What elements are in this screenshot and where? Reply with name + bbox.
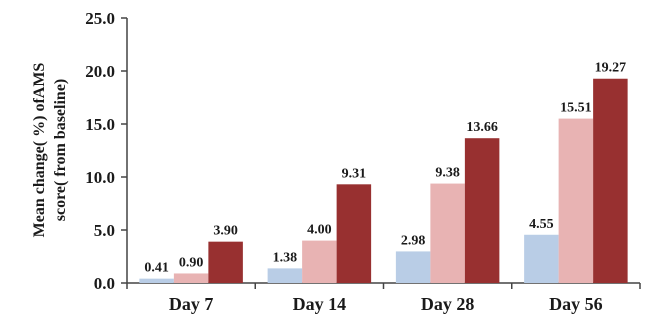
bar [464, 138, 500, 283]
bar [593, 78, 628, 283]
y-tick-label: 0.0 [94, 274, 115, 293]
data-label: 0.90 [179, 255, 204, 270]
data-label: 0.41 [144, 261, 169, 276]
data-label: 4.00 [307, 223, 332, 238]
data-label: 3.90 [213, 224, 238, 239]
data-label: 13.66 [466, 120, 498, 135]
bar [336, 184, 372, 283]
y-axis-title: Mean change( %) ofAMS score( from baseli… [31, 63, 69, 238]
bar [524, 234, 559, 283]
y-tick-label: 20.0 [85, 62, 115, 81]
data-label: 1.38 [273, 250, 298, 265]
y-axis: 0.0 5.0 10.0 15.0 20.0 25.0 [85, 9, 128, 293]
x-tick-label: Day 14 [293, 294, 347, 314]
bar [173, 273, 209, 283]
bar [302, 240, 337, 283]
x-tick-label: Day 56 [549, 294, 603, 314]
bar [430, 183, 465, 283]
bar [558, 118, 594, 284]
data-labels: 0.41 0.90 3.90 1.38 4.00 9.31 2.98 9.38 13.66 4.5… [144, 61, 626, 276]
bars [139, 78, 628, 284]
data-label: 15.51 [560, 101, 592, 116]
x-tick-label: Day 7 [169, 294, 214, 314]
x-tick-label: Day 28 [421, 294, 475, 314]
y-tick-label: 10.0 [85, 168, 115, 187]
data-label: 2.98 [401, 233, 426, 248]
data-label: 4.55 [529, 217, 554, 232]
bar [267, 268, 303, 283]
data-label: 9.38 [435, 166, 460, 181]
y-tick-label: 25.0 [85, 9, 115, 28]
bar [139, 278, 174, 283]
y-tick-label: 15.0 [85, 115, 115, 134]
bar [208, 241, 243, 283]
y-tick-label: 5.0 [94, 221, 115, 240]
bar [395, 251, 431, 283]
data-label: 19.27 [595, 61, 627, 76]
data-label: 9.31 [342, 166, 367, 181]
y-axis-title-line-2: score( from baseline) [52, 79, 69, 221]
y-axis-title-line-1: Mean change( %) ofAMS [31, 63, 48, 238]
x-axis: Day 7 Day 14 Day 28 Day 56 [126, 282, 641, 314]
